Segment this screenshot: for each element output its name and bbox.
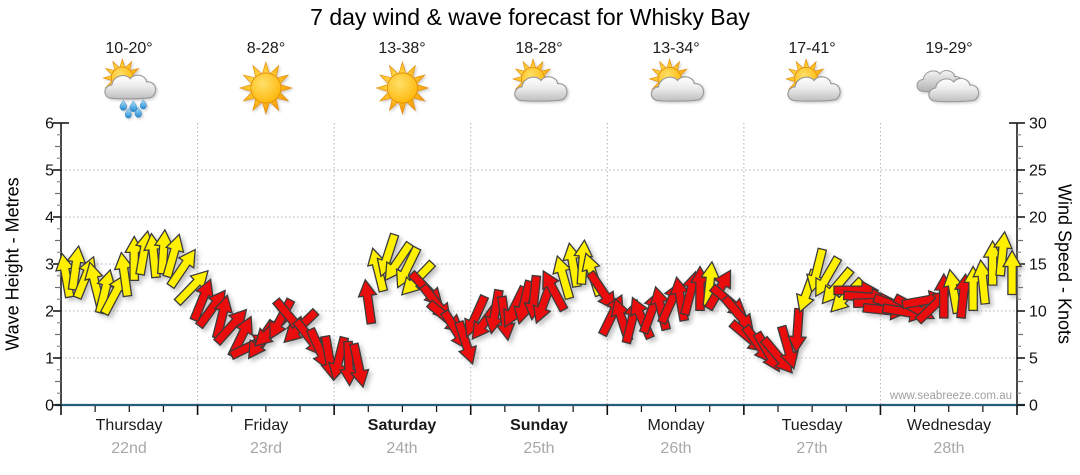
wind-arrow	[573, 238, 594, 286]
temperature-range: 19-29°	[925, 40, 973, 57]
wave-height-axis-label: Wave Height - Metres	[2, 177, 23, 351]
weather-icon-sun-cloud	[785, 57, 841, 102]
date-label: 25th	[523, 440, 555, 457]
svg-text:5: 5	[45, 163, 54, 180]
temperature-range: 18-28°	[515, 40, 563, 57]
gridlines	[61, 123, 1017, 405]
svg-text:3: 3	[45, 257, 54, 274]
wind-arrow	[542, 269, 569, 313]
weather-icon-cloud	[916, 70, 980, 103]
weather-icon-sun-rain	[102, 57, 157, 119]
page-title: 7 day wind & wave forecast for Whisky Ba…	[310, 4, 750, 30]
wind-arrow	[1001, 249, 1023, 296]
date-label: 26th	[660, 440, 692, 457]
date-label: 22nd	[111, 440, 147, 457]
wind-arrow	[357, 278, 378, 325]
svg-text:1: 1	[45, 351, 54, 368]
svg-text:0: 0	[1029, 398, 1038, 415]
wind-arrow-series	[55, 228, 1023, 389]
wind-arrow	[349, 342, 370, 389]
day-label: Saturday	[367, 417, 437, 434]
svg-text:5: 5	[1029, 351, 1038, 368]
svg-text:6: 6	[45, 116, 54, 133]
weather-icon-sun	[238, 60, 293, 116]
weather-icons-row	[102, 57, 980, 119]
temperature-range: 10-20°	[105, 40, 153, 57]
svg-text:20: 20	[1029, 210, 1047, 227]
day-label: Wednesday	[906, 417, 992, 434]
temperature-range: 8-28°	[246, 40, 286, 57]
axes: 0 1 2 3 4 5 6 0 5 10 15 20 25 30	[45, 116, 1047, 415]
wind-arrow	[454, 319, 478, 366]
date-label: 27th	[796, 440, 828, 457]
day-label: Tuesday	[781, 417, 843, 434]
wind-arrow	[66, 244, 87, 291]
svg-text:4: 4	[45, 210, 54, 227]
wind-arrow	[585, 269, 616, 311]
svg-text:2: 2	[45, 304, 54, 321]
svg-text:0: 0	[45, 398, 54, 415]
wind-arrow	[166, 248, 196, 290]
watermark: www.seabreeze.com.au	[889, 390, 1012, 402]
wind-arrow	[992, 230, 1014, 277]
weather-icon-sun-cloud	[648, 57, 705, 102]
temperature-range: 13-38°	[378, 40, 426, 57]
temperature-range: 13-34°	[652, 40, 700, 57]
day-label: Monday	[647, 417, 705, 434]
weather-icon-sun-cloud	[511, 57, 568, 102]
wind-speed-axis-label: Wind Speed - Knots	[1054, 183, 1075, 345]
day-label: Sunday	[510, 417, 568, 434]
date-label: 23rd	[249, 440, 283, 457]
date-label: 24th	[386, 440, 418, 457]
svg-text:15: 15	[1029, 257, 1047, 274]
svg-text:25: 25	[1029, 163, 1047, 180]
date-label: 28th	[933, 440, 965, 457]
temperature-range: 17-41°	[788, 40, 836, 57]
day-label: Friday	[243, 417, 289, 434]
svg-text:10: 10	[1029, 304, 1047, 321]
svg-text:30: 30	[1029, 116, 1047, 133]
wind-arrow	[162, 233, 185, 279]
weather-icon-sun	[375, 60, 430, 116]
day-label: Thursday	[95, 417, 163, 434]
